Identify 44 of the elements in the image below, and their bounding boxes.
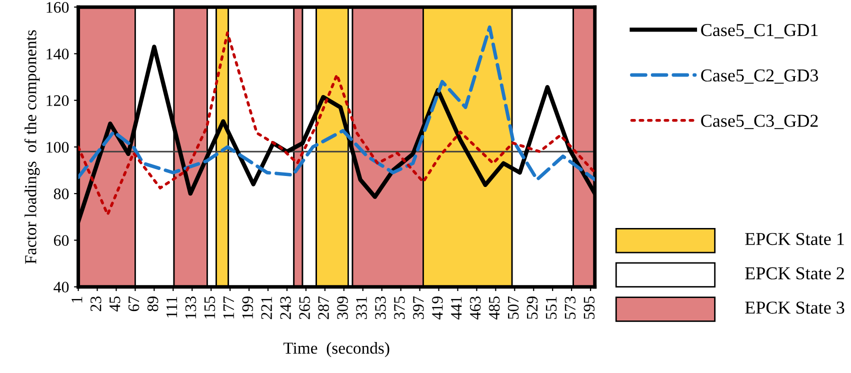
x-tick-label: 1	[72, 296, 82, 302]
x-tick-label: 89	[147, 296, 158, 312]
legend-label: Case5_C3_GD2	[701, 114, 818, 130]
x-axis-title: Time (seconds)	[283, 342, 390, 358]
y-tick-label: 100	[46, 142, 69, 153]
x-tick-label: 45	[110, 296, 120, 312]
text: EPCK State 3	[745, 302, 844, 314]
x-tick-label: 375	[394, 296, 405, 320]
x-tick-label: 485	[488, 296, 500, 320]
x-tick-label: 221	[261, 296, 272, 320]
x-tick-label: 23	[90, 296, 102, 312]
x-tick-label: 551	[546, 296, 557, 319]
x-tick-label: 243	[280, 296, 291, 320]
y-tick-label: 160	[46, 2, 69, 13]
x-tick-label: 265	[299, 296, 310, 320]
x-tick-label: 529	[526, 296, 538, 319]
x-tick-label: 595	[584, 296, 595, 319]
y-tick-label: 80	[54, 188, 69, 200]
x-tick-label: 507	[508, 296, 519, 319]
legend-label: Case5_C1_GD1	[701, 24, 818, 38]
y-tick-label: 120	[46, 95, 69, 106]
x-tick-label: 573	[564, 296, 576, 319]
y-tick-label: 60	[54, 235, 69, 246]
x-tick-label: 419	[432, 296, 443, 320]
x-tick-label: 155	[204, 296, 216, 318]
x-tick-label: 67	[128, 296, 140, 312]
x-tick-label: 287	[318, 296, 329, 320]
legend-label: Case5_C2_GD3	[701, 69, 818, 84]
x-tick-label: 309	[337, 296, 348, 320]
y-axis-title: Factor loadings of the components	[24, 30, 40, 264]
x-tick-label: 111	[166, 296, 177, 318]
x-tick-label: 331	[356, 296, 367, 320]
x-tick-label: 397	[413, 296, 424, 320]
text: EPCK State 2	[745, 267, 844, 280]
line-series	[78, 25, 595, 182]
x-tick-label: 199	[242, 296, 254, 318]
x-tick-label: 177	[223, 296, 234, 318]
x-tick-label: 441	[451, 296, 462, 320]
text: EPCK State 1	[745, 232, 844, 246]
x-tick-label: 133	[185, 296, 196, 318]
x-tick-label: 353	[375, 296, 386, 320]
y-tick-label: 140	[46, 48, 69, 60]
y-tick-label: 40	[54, 282, 69, 293]
x-tick-label: 463	[470, 296, 481, 320]
